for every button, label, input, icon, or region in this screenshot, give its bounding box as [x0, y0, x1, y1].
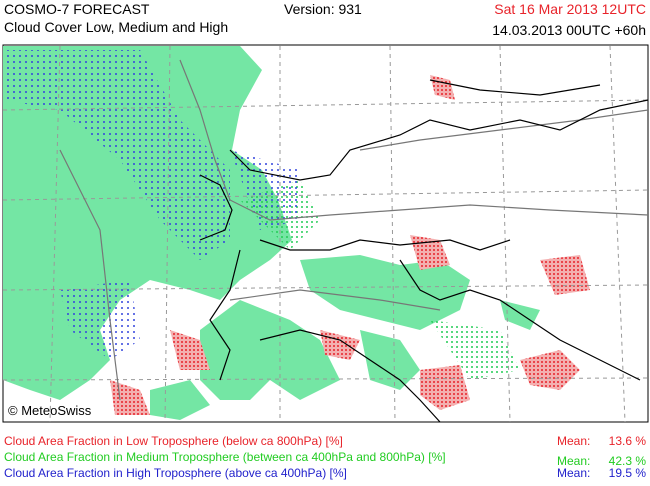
valid-time: Sat 16 Mar 2013 12UTC: [494, 1, 646, 17]
mean-label: Mean:: [557, 466, 591, 480]
mean-label: Mean:: [557, 454, 591, 468]
run-time: 14.03.2013 00UTC +60h: [492, 22, 646, 38]
subtitle: Cloud Cover Low, Medium and High: [4, 19, 229, 35]
mean-value: 13.6 %: [608, 434, 646, 448]
rivers: [59, 59, 649, 401]
borders: [199, 79, 649, 423]
mean-value: 42.3 %: [608, 454, 646, 468]
credit: © MeteoSwiss: [8, 403, 92, 418]
legend-label: Cloud Area Fraction in High Troposphere …: [4, 466, 347, 480]
legend-label: Cloud Area Fraction in Low Troposphere (…: [4, 434, 343, 448]
mean-label: Mean:: [557, 434, 591, 448]
version: Version: 931: [284, 1, 362, 17]
graticule: [2, 45, 649, 423]
high-cloud: [3, 50, 300, 360]
legend-label: Cloud Area Fraction in Medium Tropospher…: [4, 450, 446, 464]
title: COSMO-7 FORECAST: [4, 1, 150, 17]
mean-value: 19.5 %: [608, 466, 646, 480]
low-cloud: [110, 75, 590, 415]
